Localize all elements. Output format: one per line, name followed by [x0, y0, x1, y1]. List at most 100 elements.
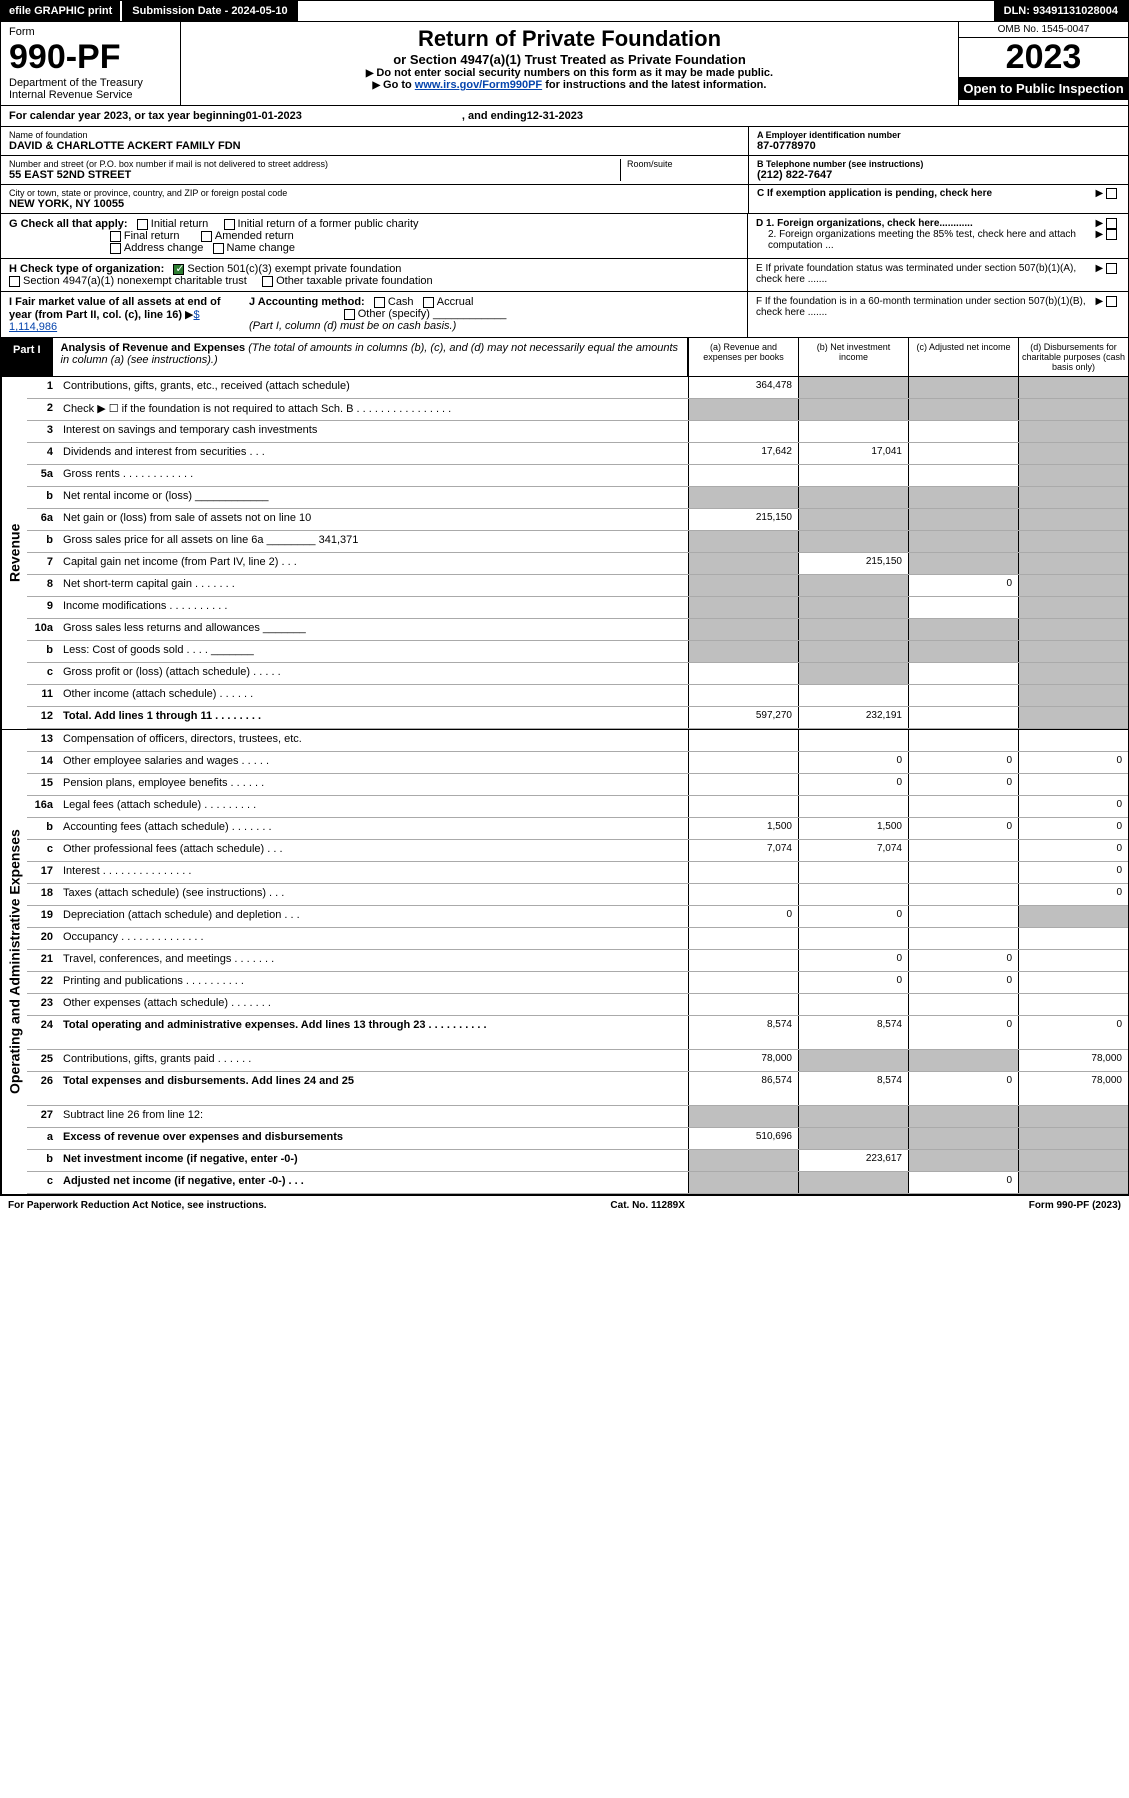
d1-checkbox[interactable]	[1106, 218, 1117, 229]
exemption-checkbox[interactable]	[1106, 188, 1117, 199]
line-5a: Gross rents . . . . . . . . . . . .	[59, 465, 688, 486]
submission-date: Submission Date - 2024-05-10	[122, 1, 297, 21]
j-label: J Accounting method:	[249, 296, 365, 308]
501c3-checkbox[interactable]	[173, 264, 184, 275]
line-6b: Gross sales price for all assets on line…	[59, 531, 688, 552]
d1-label: D 1. Foreign organizations, check here..…	[756, 218, 973, 229]
r1-a: 364,478	[688, 377, 798, 398]
ein-label: A Employer identification number	[757, 130, 1120, 140]
line-27a: Excess of revenue over expenses and disb…	[59, 1128, 688, 1149]
r4-b: 17,041	[798, 443, 908, 464]
line-21: Travel, conferences, and meetings . . . …	[59, 950, 688, 971]
line-27c: Adjusted net income (if negative, enter …	[59, 1172, 688, 1193]
cash-checkbox[interactable]	[374, 297, 385, 308]
r27c-c: 0	[908, 1172, 1018, 1193]
g-label: G Check all that apply:	[9, 218, 128, 230]
efile-print-button[interactable]: efile GRAPHIC print	[1, 1, 122, 21]
line-17: Interest . . . . . . . . . . . . . . .	[59, 862, 688, 883]
line-10c: Gross profit or (loss) (attach schedule)…	[59, 663, 688, 684]
open-public-label: Open to Public Inspection	[959, 77, 1128, 100]
other-method-checkbox[interactable]	[344, 309, 355, 320]
phone-value: (212) 822-7647	[757, 169, 1120, 181]
h-label: H Check type of organization:	[9, 263, 164, 275]
address-change-checkbox[interactable]	[110, 243, 121, 254]
name-change-checkbox[interactable]	[213, 243, 224, 254]
street-address: 55 EAST 52ND STREET	[9, 169, 620, 181]
form-number: 990-PF	[9, 38, 172, 77]
line-3: Interest on savings and temporary cash i…	[59, 421, 688, 442]
line-18: Taxes (attach schedule) (see instruction…	[59, 884, 688, 905]
e-checkbox[interactable]	[1106, 263, 1117, 274]
part1-header: Part I Analysis of Revenue and Expenses …	[0, 338, 1129, 377]
section-ijf: I Fair market value of all assets at end…	[0, 292, 1129, 338]
instruction-1: Do not enter social security numbers on …	[189, 67, 950, 79]
line-10a: Gross sales less returns and allowances …	[59, 619, 688, 640]
line-5b: Net rental income or (loss) ____________	[59, 487, 688, 508]
line-13: Compensation of officers, directors, tru…	[59, 730, 688, 751]
r27a-a: 510,696	[688, 1128, 798, 1149]
revenue-sidebar: Revenue	[1, 377, 27, 729]
final-return-checkbox[interactable]	[110, 231, 121, 242]
part1-label: Part I	[1, 338, 53, 376]
line-9: Income modifications . . . . . . . . . .	[59, 597, 688, 618]
exemption-pending-label: C If exemption application is pending, c…	[757, 188, 1096, 199]
omb-number: OMB No. 1545-0047	[959, 22, 1128, 38]
line-1: Contributions, gifts, grants, etc., rece…	[59, 377, 688, 398]
form-ref: Form 990-PF (2023)	[1029, 1200, 1121, 1211]
form-header: Form 990-PF Department of the Treasury I…	[0, 22, 1129, 106]
line-16a: Legal fees (attach schedule) . . . . . .…	[59, 796, 688, 817]
instruction-2: Go to www.irs.gov/Form990PF for instruct…	[189, 79, 950, 91]
form-subtitle: or Section 4947(a)(1) Trust Treated as P…	[189, 52, 950, 67]
col-a-header: (a) Revenue and expenses per books	[688, 338, 798, 376]
line-16c: Other professional fees (attach schedule…	[59, 840, 688, 861]
line-16b: Accounting fees (attach schedule) . . . …	[59, 818, 688, 839]
r26-a: 86,574	[688, 1072, 798, 1105]
line-20: Occupancy . . . . . . . . . . . . . .	[59, 928, 688, 949]
line-27b: Net investment income (if negative, ente…	[59, 1150, 688, 1171]
ein-value: 87-0778970	[757, 140, 1120, 152]
section-g: G Check all that apply: Initial return I…	[0, 214, 1129, 259]
line-6a: Net gain or (loss) from sale of assets n…	[59, 509, 688, 530]
line-22: Printing and publications . . . . . . . …	[59, 972, 688, 993]
r12-b: 232,191	[798, 707, 908, 728]
f-checkbox[interactable]	[1106, 296, 1117, 307]
line-19: Depreciation (attach schedule) and deple…	[59, 906, 688, 927]
line-14: Other employee salaries and wages . . . …	[59, 752, 688, 773]
expenses-table: Operating and Administrative Expenses 13…	[0, 730, 1129, 1195]
4947-checkbox[interactable]	[9, 276, 20, 287]
line-11: Other income (attach schedule) . . . . .…	[59, 685, 688, 706]
initial-public-checkbox[interactable]	[224, 219, 235, 230]
dept-label: Department of the Treasury	[9, 77, 172, 89]
r7-b: 215,150	[798, 553, 908, 574]
irs-link[interactable]: www.irs.gov/Form990PF	[415, 79, 542, 91]
form-title: Return of Private Foundation	[189, 26, 950, 52]
amended-checkbox[interactable]	[201, 231, 212, 242]
j-note: (Part I, column (d) must be on cash basi…	[249, 320, 456, 332]
line-26: Total expenses and disbursements. Add li…	[59, 1072, 688, 1105]
paperwork-notice: For Paperwork Reduction Act Notice, see …	[8, 1200, 267, 1211]
r27b-b: 223,617	[798, 1150, 908, 1171]
city-state-zip: NEW YORK, NY 10055	[9, 198, 740, 210]
cat-no: Cat. No. 11289X	[610, 1200, 684, 1211]
accrual-checkbox[interactable]	[423, 297, 434, 308]
dln-label: DLN: 93491131028004	[994, 1, 1128, 21]
d2-checkbox[interactable]	[1106, 229, 1117, 240]
address-label: Number and street (or P.O. box number if…	[9, 159, 620, 169]
part1-title: Analysis of Revenue and Expenses	[61, 342, 246, 354]
top-bar: efile GRAPHIC print Submission Date - 20…	[0, 0, 1129, 22]
line-7: Capital gain net income (from Part IV, l…	[59, 553, 688, 574]
section-h: H Check type of organization: Section 50…	[0, 259, 1129, 292]
e-label: E If private foundation status was termi…	[756, 263, 1096, 287]
room-label: Room/suite	[627, 159, 740, 169]
foundation-name: DAVID & CHARLOTTE ACKERT FAMILY FDN	[9, 140, 740, 152]
r6a-a: 215,150	[688, 509, 798, 530]
other-taxable-checkbox[interactable]	[262, 276, 273, 287]
r4-a: 17,642	[688, 443, 798, 464]
identity-block: Name of foundation DAVID & CHARLOTTE ACK…	[0, 127, 1129, 214]
col-b-header: (b) Net investment income	[798, 338, 908, 376]
expenses-sidebar: Operating and Administrative Expenses	[1, 730, 27, 1194]
initial-return-checkbox[interactable]	[137, 219, 148, 230]
line-12: Total. Add lines 1 through 11 . . . . . …	[59, 707, 688, 728]
col-d-header: (d) Disbursements for charitable purpose…	[1018, 338, 1128, 376]
d2-label: 2. Foreign organizations meeting the 85%…	[756, 229, 1096, 251]
